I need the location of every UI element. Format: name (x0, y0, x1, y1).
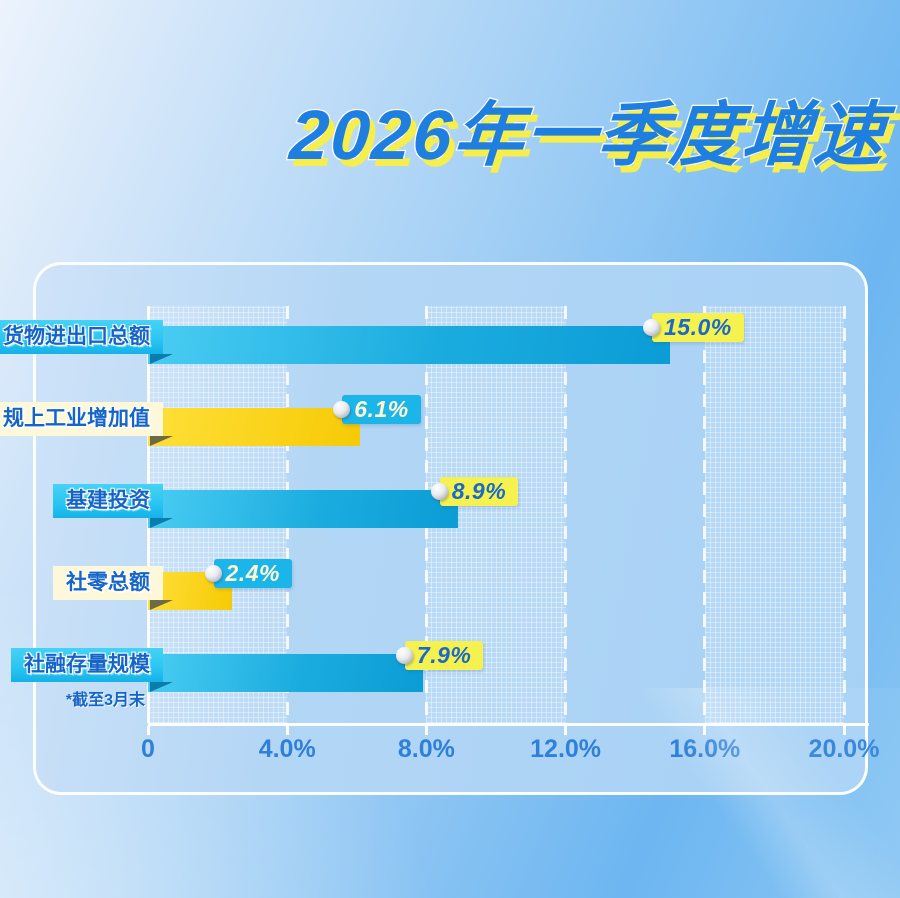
ribbon-fold (150, 354, 173, 364)
category-label: 社零总额 (53, 566, 163, 600)
x-tick (424, 726, 428, 735)
category-label: 规上工业增加值 (0, 402, 163, 436)
pin-icon (395, 647, 413, 664)
bar (148, 408, 361, 446)
value-badge: 6.1% (333, 395, 421, 424)
chart-row: 社融存量规模 7.9% (11, 641, 865, 692)
x-tick-label: 12.0% (530, 735, 602, 763)
chart-card: 0 4.0% 8.0% 12.0% 16.0% 20.0% 货物进出口总额 15.0% 规上工… (0, 262, 879, 795)
bar (148, 490, 458, 528)
plot-band (704, 306, 844, 723)
x-tick (146, 726, 150, 735)
pin-icon (204, 565, 222, 582)
category-label: 货物进出口总额 (0, 320, 163, 354)
value-label: 7.9% (416, 642, 472, 668)
category-label: 社融存量规模 (11, 648, 163, 682)
x-tick (842, 726, 846, 735)
value-label: 15.0% (664, 314, 732, 340)
pin-icon (643, 319, 660, 336)
chart-row: 社零总额 2.4% (36, 559, 865, 610)
x-tick-label: 8.0% (397, 735, 455, 763)
x-tick-label: 0 (141, 735, 155, 763)
x-tick-label: 20.0% (808, 735, 880, 763)
x-tick-label: 4.0% (258, 735, 316, 763)
value-label: 6.1% (354, 396, 409, 422)
ribbon-fold (150, 436, 173, 446)
page-title: 2026年一季度增速 (286, 95, 890, 176)
value-label: 8.9% (451, 478, 507, 504)
chart-row: 基建投资 8.9% (36, 477, 865, 528)
footnote: *截至3月末 (65, 692, 145, 709)
x-tick-label: 16.0% (669, 735, 741, 763)
category-label: 基建投资 (53, 484, 163, 518)
x-tick (285, 726, 289, 735)
ribbon-fold (150, 682, 173, 692)
pin-icon (333, 401, 351, 418)
value-label: 2.4% (225, 560, 280, 586)
value-badge: 8.9% (430, 477, 519, 506)
bar (148, 654, 423, 692)
gridline (703, 306, 707, 723)
x-tick (564, 726, 568, 735)
value-badge: 7.9% (395, 641, 484, 670)
value-badge: 15.0% (643, 313, 744, 342)
chart-row: 规上工业增加值 6.1% (0, 395, 865, 446)
ribbon-fold (150, 600, 173, 610)
pin-icon (430, 483, 448, 500)
ribbon-fold (150, 518, 173, 528)
chart-row: 货物进出口总额 15.0% (0, 313, 865, 364)
x-axis-line (148, 723, 869, 726)
x-tick (703, 726, 707, 735)
gridline (842, 306, 846, 723)
value-badge: 2.4% (204, 559, 292, 588)
bar (148, 326, 670, 364)
gridline (564, 306, 568, 723)
